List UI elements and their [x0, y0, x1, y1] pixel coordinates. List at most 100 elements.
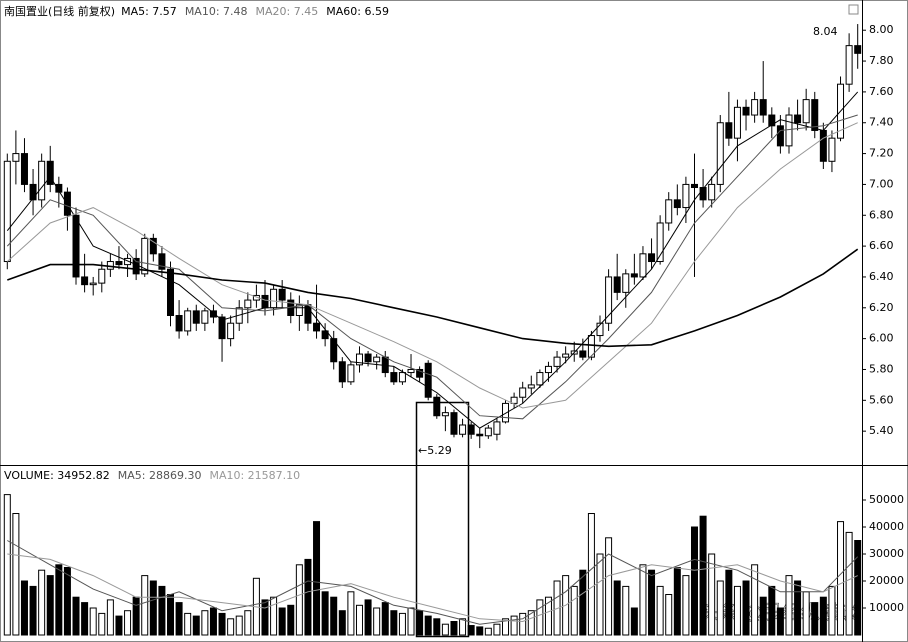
volume-bar [459, 618, 467, 636]
volume-bar [270, 596, 278, 636]
candle-body [175, 315, 183, 332]
candle-body [682, 183, 690, 209]
volume-bar [192, 615, 200, 636]
candle-body [72, 214, 80, 278]
candle-body [459, 424, 467, 435]
candle-body [665, 199, 673, 224]
candle-body [295, 304, 303, 317]
volume-bar [527, 610, 535, 636]
moving-average [6, 114, 858, 420]
candle-body [132, 257, 140, 275]
volume-tick-label: 50000 [869, 493, 904, 506]
candle-body [347, 364, 355, 383]
volume-bar [596, 553, 604, 636]
volume-bar [20, 580, 28, 636]
candle-body [699, 187, 707, 201]
volume-bar [690, 526, 698, 636]
volume-bar [63, 567, 71, 636]
legend-entry: MA5: 28869.30 [118, 469, 202, 482]
volume-bar [441, 623, 449, 636]
candle-body [613, 276, 621, 293]
volume-bar [493, 623, 501, 636]
candle-body [330, 338, 338, 363]
candle-body [785, 114, 793, 147]
candle-body [441, 412, 449, 417]
candle-body [802, 99, 810, 124]
volume-tick-label: 30000 [869, 547, 904, 560]
moving-average [6, 122, 858, 409]
candle-body [854, 45, 862, 54]
volume-bar [819, 596, 827, 636]
candle-body [562, 353, 570, 358]
volume-bar [29, 585, 37, 636]
volume-bar [648, 569, 656, 636]
volume-bar [794, 580, 802, 636]
volume-bar [768, 585, 776, 636]
volume-bar [630, 607, 638, 636]
volume-bar [12, 513, 20, 636]
volume-bar [124, 610, 132, 636]
volume-bar [544, 596, 552, 636]
candle-body [630, 273, 638, 278]
volume-bar [287, 604, 295, 636]
volume-bar [304, 558, 312, 636]
window-icon[interactable] [848, 4, 859, 15]
candle-body [244, 299, 252, 309]
volume-tick-label: 20000 [869, 574, 904, 587]
volume-bar [450, 621, 458, 636]
volume-bar [699, 515, 707, 636]
volume-bar [261, 599, 269, 636]
volume-bar [46, 575, 54, 636]
candle-body [313, 322, 321, 332]
volume-bar [845, 531, 853, 636]
volume-bar [502, 618, 510, 636]
volume-bar [330, 596, 338, 636]
volume-bar [227, 618, 235, 636]
candle-body [433, 396, 441, 417]
volume-bar [665, 594, 673, 636]
volume-bar [149, 580, 157, 636]
candle-body [270, 288, 278, 309]
volume-bar [321, 591, 329, 636]
volume-bar [785, 575, 793, 636]
candle-body [167, 268, 175, 317]
candle-body [424, 362, 432, 398]
y-tick-label: 6.80 [869, 208, 894, 221]
candle-body [596, 322, 604, 337]
legend-entry: MA60: 6.59 [326, 5, 389, 18]
volume-bar [587, 513, 595, 636]
volume-bar [751, 564, 759, 636]
candle-body [639, 253, 647, 278]
volume-bar [605, 537, 613, 636]
candle-body [725, 122, 733, 139]
volume-bar [759, 596, 767, 636]
volume-bar [776, 607, 784, 636]
candle-body [648, 253, 656, 263]
volume-bar [115, 615, 123, 636]
candle-body [519, 387, 527, 398]
candle-body [794, 114, 802, 124]
candle-body [690, 183, 698, 189]
candle-body [502, 402, 510, 423]
volume-bar [55, 564, 63, 636]
y-tick-label: 7.20 [869, 147, 894, 160]
y-tick-label: 5.40 [869, 424, 894, 437]
candle-body [29, 183, 37, 201]
volume-bar [235, 615, 243, 636]
volume-bar [570, 585, 578, 636]
volume-bar [725, 569, 733, 636]
volume-bar [837, 521, 845, 636]
candle-body [209, 310, 217, 318]
candle-body [622, 273, 630, 293]
volume-bar [364, 599, 372, 636]
volume-bar [476, 626, 484, 636]
candle-body [476, 433, 484, 437]
volume-bar [433, 618, 441, 636]
candle-body [89, 282, 97, 286]
volume-legend: VOLUME: 34952.82 MA5: 28869.30 MA10: 21587… [4, 469, 300, 482]
legend-entry: MA10: 21587.10 [209, 469, 300, 482]
candle-body [106, 261, 114, 270]
candle-body [579, 350, 587, 358]
y-tick-label: 7.80 [869, 54, 894, 67]
candle-body [845, 45, 853, 85]
